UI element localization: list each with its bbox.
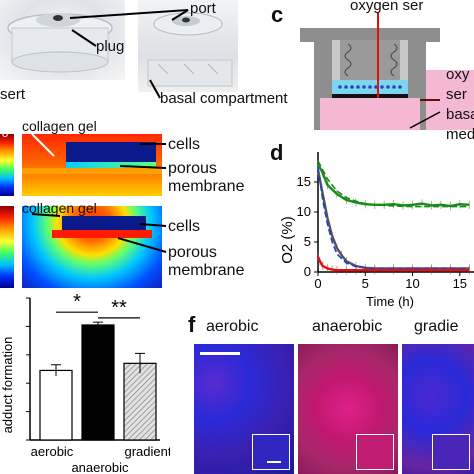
panel-letter-f: f	[188, 312, 196, 337]
membrane-label-1: membrane	[168, 178, 245, 195]
plug-arrow	[71, 29, 97, 47]
basal-medium-label-1: basa	[446, 106, 474, 123]
cells-label-2: cells	[168, 218, 201, 235]
porous-label-2: porous	[168, 244, 217, 261]
simulation-arrows	[31, 133, 167, 253]
insert-label: sert	[0, 86, 26, 103]
chart-d-ylabel: O2 (%)	[279, 216, 296, 264]
chart-e-ylabel: adduct formation	[0, 337, 15, 434]
chart-d-y-tick-label: 0	[304, 264, 311, 279]
chart-e-sig-label-1: *	[73, 291, 81, 313]
chart-d-y-tick-label: 5	[304, 234, 311, 249]
colorbar-tick: 8	[2, 128, 9, 140]
oxygen-sensor-top-label: oxygen ser	[350, 0, 424, 14]
chart-e-category-label: aerobic	[31, 444, 74, 459]
basal-arrow	[149, 79, 161, 99]
basal-compartment-label: basal compartment	[160, 90, 288, 107]
chart-e-sig-label-2: **	[111, 297, 127, 319]
chart-d-series-line-1	[317, 160, 470, 208]
micrograph-label-gradient: gradie	[414, 318, 459, 335]
port-arrow-2	[171, 9, 189, 21]
colorbar-2	[0, 206, 14, 288]
chart-d-x-tick-label: 10	[405, 276, 419, 291]
oxygen-sensor-side-label-1: oxy	[446, 66, 470, 83]
port-arrow	[69, 9, 189, 19]
chart-d-series-line-0	[316, 163, 470, 208]
scale-bar-inset	[267, 461, 281, 463]
port-label: port	[190, 0, 216, 17]
inset-gradient	[432, 434, 470, 470]
micrograph-aerobic	[194, 344, 294, 474]
scale-bar-top	[200, 352, 240, 355]
chart-d-series-line-4	[316, 256, 470, 272]
simulation-map-2	[22, 206, 162, 288]
insert-photo-1	[0, 0, 125, 80]
chart-d-xlabel: Time (h)	[366, 294, 414, 309]
porous-label-1: porous	[168, 160, 217, 177]
inset-anaerobic	[356, 434, 394, 470]
chart-e-category-label: anaerobic	[71, 460, 129, 474]
plug-label: plug	[96, 38, 125, 55]
micrograph-label-anaerobic: anaerobic	[312, 318, 383, 335]
insert-drawing-1	[7, 13, 113, 73]
membrane-label-2: membrane	[168, 262, 245, 279]
collagen-gel-label-1: collagen gel	[22, 118, 97, 134]
schematic-diagram	[300, 12, 474, 130]
micrograph-label-aerobic: aerobic	[206, 318, 259, 335]
insert-drawing-2	[147, 12, 233, 87]
chart-e-bar-2	[123, 362, 157, 441]
chart-d-x-tick-label: 5	[362, 276, 369, 291]
oxygen-sensor-side-label-2: ser	[446, 86, 467, 103]
colorbar-1	[0, 134, 14, 196]
chart-d-x-tick-label: 0	[314, 276, 321, 291]
photo-arrows	[69, 9, 189, 99]
chart-d-x-tick-label: 15	[453, 276, 467, 291]
panel-letter-c: c	[271, 2, 284, 27]
simulation-map-1	[22, 134, 162, 196]
collagen-gel-label-2: collagen gel	[22, 200, 97, 216]
chart-d-series-line-2	[316, 169, 470, 270]
insert-photo-2	[138, 0, 238, 92]
micrograph-gradient	[402, 344, 474, 474]
chart-d-y-tick-label: 10	[297, 204, 311, 219]
cells-label-1: cells	[168, 136, 201, 153]
chart-d-y-tick-label: 15	[297, 174, 311, 189]
chart-e-bar-1	[81, 324, 115, 441]
inset-aerobic	[252, 434, 290, 470]
panel-letter-d: d	[270, 140, 284, 165]
chart-e-category-label: gradient	[125, 444, 170, 459]
micrograph-anaerobic	[298, 344, 398, 474]
chart-e-bar-0	[39, 369, 73, 441]
chart-d-series-line-3	[317, 166, 470, 270]
basal-medium-label-2: medi	[446, 126, 474, 143]
oxygen-chart: 0 5 10 15 0 5 10 15 O2 (%) Time (h)	[279, 152, 474, 309]
